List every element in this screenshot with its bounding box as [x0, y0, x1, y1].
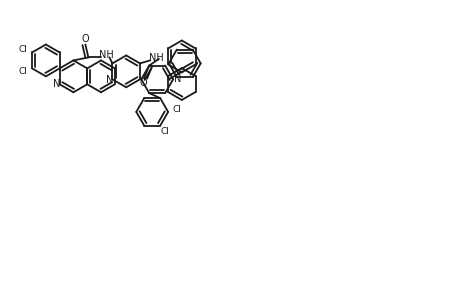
Text: N: N: [53, 79, 60, 89]
Text: Cl: Cl: [19, 67, 28, 76]
Text: N: N: [174, 74, 181, 84]
Text: NH: NH: [99, 50, 114, 60]
Text: N: N: [106, 75, 113, 85]
Text: Cl: Cl: [172, 105, 181, 114]
Text: O: O: [81, 34, 89, 44]
Text: O: O: [139, 78, 147, 88]
Text: NH: NH: [148, 53, 163, 63]
Text: Cl: Cl: [19, 45, 28, 54]
Text: Cl: Cl: [160, 127, 169, 136]
